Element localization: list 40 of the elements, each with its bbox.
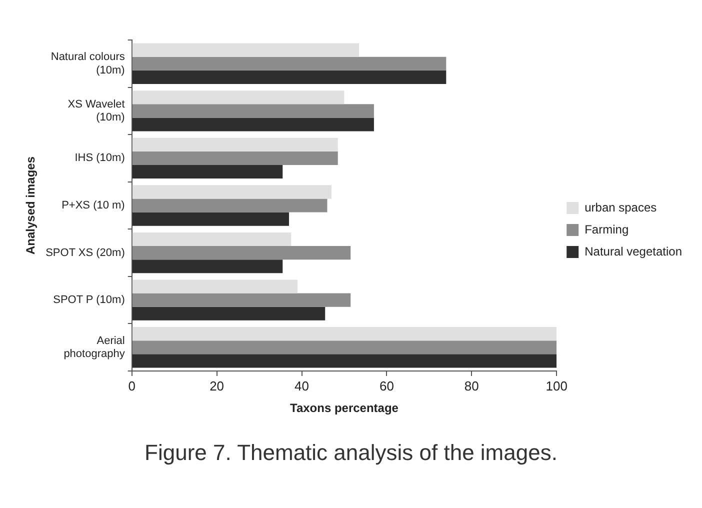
y-tick-label: P+XS (10 m) bbox=[62, 200, 125, 212]
legend-label: urban spaces bbox=[584, 200, 657, 214]
x-tick-label: 60 bbox=[379, 378, 394, 394]
y-tick-label: SPOT P (10m) bbox=[53, 294, 125, 306]
x-tick-label: 100 bbox=[546, 378, 568, 394]
caption: Figure 7. Thematic analysis of the images. bbox=[144, 440, 558, 466]
y-tick-label: Natural colours (10m) bbox=[50, 51, 126, 76]
bar bbox=[132, 246, 351, 260]
bar bbox=[132, 151, 338, 165]
x-tick-label: 40 bbox=[294, 378, 309, 394]
bar bbox=[132, 293, 351, 307]
x-tick-label: 0 bbox=[128, 378, 136, 394]
bar bbox=[132, 70, 446, 84]
bar bbox=[132, 138, 338, 152]
bar bbox=[132, 354, 557, 368]
bar bbox=[132, 232, 292, 246]
y-tick-label: IHS (10m) bbox=[74, 152, 125, 164]
bar bbox=[132, 280, 298, 294]
bar bbox=[132, 212, 290, 226]
x-axis-title: Taxons percentage bbox=[290, 401, 399, 416]
x-tick-label: 80 bbox=[464, 378, 479, 394]
bar bbox=[132, 164, 283, 179]
bar bbox=[132, 118, 374, 132]
y-tick-label: XS Wavelet (10m) bbox=[68, 98, 125, 124]
x-tick-label: 20 bbox=[210, 378, 224, 394]
bar bbox=[132, 306, 326, 320]
y-axis-title: Analysed images bbox=[24, 156, 38, 255]
bar bbox=[132, 104, 374, 118]
y-tick-label: Aerial photography bbox=[64, 334, 126, 360]
bar bbox=[132, 90, 344, 104]
bar bbox=[132, 198, 328, 212]
bar bbox=[132, 340, 557, 354]
bar bbox=[132, 260, 283, 274]
y-tick-label: SPOT XS (20m) bbox=[46, 246, 125, 259]
bar bbox=[132, 327, 557, 341]
bar bbox=[132, 43, 360, 57]
legend-label: Farming bbox=[584, 222, 629, 236]
bar bbox=[132, 56, 446, 70]
bar bbox=[132, 185, 332, 199]
legend-label: Natural vegetation bbox=[584, 244, 682, 258]
